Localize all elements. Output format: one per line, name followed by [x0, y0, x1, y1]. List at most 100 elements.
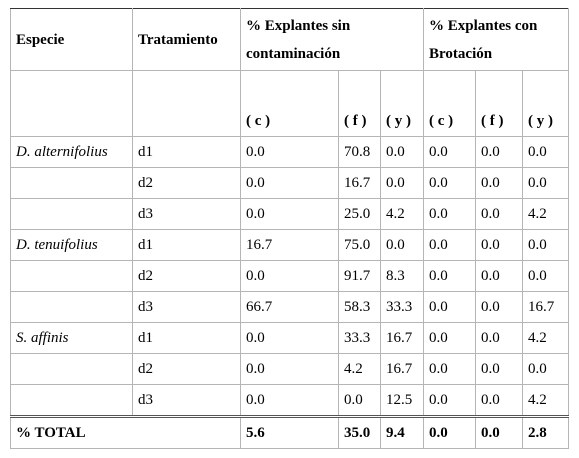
- value-cell: 70.8: [338, 136, 381, 168]
- species-cell: D. tenuifolius: [10, 229, 133, 261]
- value-cell: 0.0: [240, 167, 339, 199]
- value-cell: 8.3: [379, 260, 425, 292]
- value-cell: 75.0: [338, 229, 381, 261]
- total-value: 2.8: [522, 415, 570, 449]
- table-row: d2 0.0 91.7 8.3 0.0 0.0 0.0: [10, 260, 570, 292]
- table-row: D. tenuifolius d1 16.7 75.0 0.0 0.0 0.0 0.0: [10, 229, 570, 261]
- value-cell: 33.3: [379, 291, 425, 323]
- total-value: 5.6: [240, 415, 339, 449]
- value-cell: 0.0: [522, 353, 570, 385]
- value-cell: 33.3: [338, 322, 381, 354]
- value-cell: 0.0: [379, 136, 425, 168]
- header-row: Especie Tratamiento % Explantes sin cont…: [10, 8, 570, 71]
- value-cell: 25.0: [338, 198, 381, 230]
- empty-cell: [132, 70, 241, 137]
- value-cell: 0.0: [338, 384, 381, 417]
- treatment-cell: d3: [132, 384, 241, 417]
- value-cell: 0.0: [475, 198, 524, 230]
- value-cell: 0.0: [423, 353, 477, 385]
- table-row: d2 0.0 16.7 0.0 0.0 0.0 0.0: [10, 167, 570, 199]
- value-cell: 4.2: [379, 198, 425, 230]
- value-cell: 0.0: [423, 229, 477, 261]
- treatment-cell: d2: [132, 167, 241, 199]
- empty-cell: [10, 353, 133, 385]
- value-cell: 0.0: [240, 260, 339, 292]
- value-cell: 0.0: [240, 353, 339, 385]
- value-cell: 0.0: [475, 229, 524, 261]
- species-cell: S. affinis: [10, 322, 133, 354]
- value-cell: 0.0: [475, 260, 524, 292]
- header-cell: % Explantes con Brotación: [423, 8, 570, 71]
- value-cell: 0.0: [475, 322, 524, 354]
- empty-cell: [10, 260, 133, 292]
- value-cell: 4.2: [338, 353, 381, 385]
- treatment-cell: d1: [132, 322, 241, 354]
- treatment-cell: d1: [132, 136, 241, 168]
- value-cell: 0.0: [423, 260, 477, 292]
- total-value: 35.0: [338, 415, 381, 449]
- table-row: % TOTAL 5.6 35.0 9.4 0.0 0.0 2.8: [10, 415, 570, 449]
- header-cell: Tratamiento: [132, 8, 241, 71]
- total-value: 0.0: [423, 415, 477, 449]
- empty-cell: [10, 70, 133, 137]
- value-cell: 66.7: [240, 291, 339, 323]
- data-table: Especie Tratamiento % Explantes sin cont…: [10, 8, 570, 449]
- value-cell: 12.5: [379, 384, 425, 417]
- value-cell: 16.7: [522, 291, 570, 323]
- value-cell: 16.7: [379, 322, 425, 354]
- total-label: % TOTAL: [10, 415, 241, 449]
- table-row: d2 0.0 4.2 16.7 0.0 0.0 0.0: [10, 353, 570, 385]
- value-cell: 0.0: [379, 229, 425, 261]
- value-cell: 0.0: [475, 167, 524, 199]
- table-row: D. alternifolius d1 0.0 70.8 0.0 0.0 0.0 0.0: [10, 136, 570, 168]
- value-cell: 4.2: [522, 322, 570, 354]
- value-cell: 16.7: [240, 229, 339, 261]
- value-cell: 0.0: [522, 260, 570, 292]
- value-cell: 0.0: [475, 384, 524, 417]
- value-cell: 0.0: [522, 167, 570, 199]
- subheader-cell: ( f ): [475, 70, 524, 137]
- subheader-cell: ( y ): [522, 70, 570, 137]
- value-cell: 0.0: [522, 229, 570, 261]
- value-cell: 4.2: [522, 198, 570, 230]
- species-cell: D. alternifolius: [10, 136, 133, 168]
- value-cell: 16.7: [338, 167, 381, 199]
- subheader-cell: ( c ): [240, 70, 339, 137]
- empty-cell: [10, 384, 133, 417]
- treatment-cell: d3: [132, 291, 241, 323]
- total-value: 9.4: [379, 415, 425, 449]
- value-cell: 0.0: [475, 291, 524, 323]
- empty-cell: [10, 291, 133, 323]
- table-row: d3 0.0 0.0 12.5 0.0 0.0 4.2: [10, 384, 570, 417]
- empty-cell: [10, 167, 133, 199]
- total-value: 0.0: [475, 415, 524, 449]
- value-cell: 58.3: [338, 291, 381, 323]
- value-cell: 0.0: [522, 136, 570, 168]
- value-cell: 0.0: [423, 291, 477, 323]
- value-cell: 0.0: [240, 384, 339, 417]
- treatment-cell: d2: [132, 353, 241, 385]
- table-row: d3 66.7 58.3 33.3 0.0 0.0 16.7: [10, 291, 570, 323]
- treatment-cell: d3: [132, 198, 241, 230]
- value-cell: 0.0: [240, 136, 339, 168]
- value-cell: 16.7: [379, 353, 425, 385]
- header-cell: Especie: [10, 8, 133, 71]
- table-row: d3 0.0 25.0 4.2 0.0 0.0 4.2: [10, 198, 570, 230]
- treatment-cell: d1: [132, 229, 241, 261]
- table-row: S. affinis d1 0.0 33.3 16.7 0.0 0.0 4.2: [10, 322, 570, 354]
- value-cell: 0.0: [475, 353, 524, 385]
- value-cell: 91.7: [338, 260, 381, 292]
- subheader-cell: ( c ): [423, 70, 477, 137]
- subheader-cell: ( f ): [338, 70, 381, 137]
- value-cell: 0.0: [423, 136, 477, 168]
- value-cell: 0.0: [423, 322, 477, 354]
- value-cell: 0.0: [475, 136, 524, 168]
- header-cell: % Explantes sin contaminación: [239, 8, 425, 71]
- value-cell: 0.0: [423, 198, 477, 230]
- value-cell: 0.0: [423, 384, 477, 417]
- value-cell: 0.0: [379, 167, 425, 199]
- subheader-cell: ( y ): [379, 70, 425, 137]
- value-cell: 0.0: [423, 167, 477, 199]
- table-row: ( c )( f )( y )( c )( f )( y ): [10, 70, 570, 137]
